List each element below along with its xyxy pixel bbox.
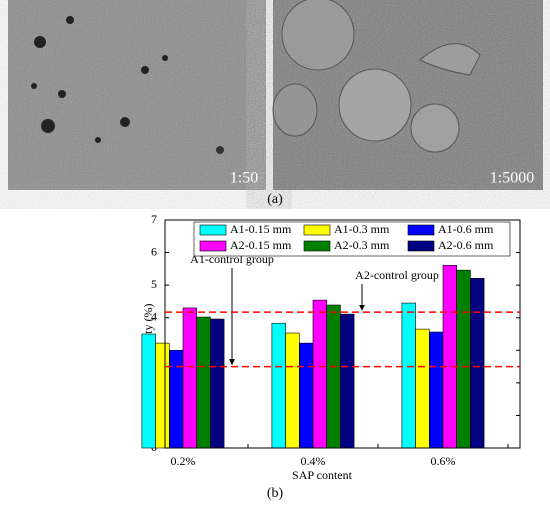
- legend-label: A1-0.15 mm: [230, 222, 292, 236]
- scale-label: 1:5000: [490, 170, 534, 187]
- caption: (b): [267, 486, 284, 501]
- bar: [428, 331, 444, 449]
- bar: [169, 349, 184, 449]
- legend-label: A2-0.15 mm: [230, 238, 292, 252]
- bar: [340, 313, 355, 449]
- bar: [196, 316, 211, 449]
- legend-swatch: [407, 224, 435, 236]
- bar: [155, 342, 170, 449]
- y-tick-label: 5: [151, 277, 157, 291]
- x-tick-label: 0.6%: [431, 454, 456, 468]
- bar: [210, 318, 225, 449]
- bar: [401, 302, 416, 449]
- annotation: A2-control group: [355, 268, 439, 282]
- bar: [285, 332, 300, 449]
- legend-label: A1-0.3 mm: [334, 222, 390, 236]
- bar: [442, 264, 457, 449]
- bar: [298, 342, 314, 449]
- legend-swatch: [303, 224, 331, 236]
- x-tick-label: 0.4%: [301, 454, 326, 468]
- x-tick-label: 0.2%: [171, 454, 196, 468]
- x-axis-label: SAP content: [292, 468, 353, 482]
- sem-image-right: [272, 0, 543, 190]
- caption: (a): [267, 192, 283, 207]
- bar: [326, 304, 341, 449]
- legend-swatch: [303, 240, 331, 252]
- bar: [312, 299, 327, 449]
- y-tick-label: 6: [151, 244, 157, 258]
- legend-label: A2-0.3 mm: [334, 238, 390, 252]
- legend-swatch: [199, 240, 227, 252]
- legend-swatch: [199, 224, 227, 236]
- y-tick-label: 4: [151, 309, 157, 323]
- scale-label: 1:50: [230, 170, 258, 187]
- legend-swatch: [407, 240, 435, 252]
- bar: [271, 322, 286, 449]
- plot-frame: [164, 219, 521, 449]
- bar: [456, 269, 471, 449]
- legend-label: A2-0.6 mm: [438, 238, 494, 252]
- legend-box: [193, 221, 511, 257]
- y-tick-label: 7: [151, 212, 157, 226]
- legend-label: A1-0.6 mm: [438, 222, 494, 236]
- bar: [141, 333, 156, 449]
- bar: [470, 278, 485, 449]
- bar: [415, 328, 430, 449]
- sem-image-left: [8, 0, 266, 190]
- bar: [182, 307, 197, 449]
